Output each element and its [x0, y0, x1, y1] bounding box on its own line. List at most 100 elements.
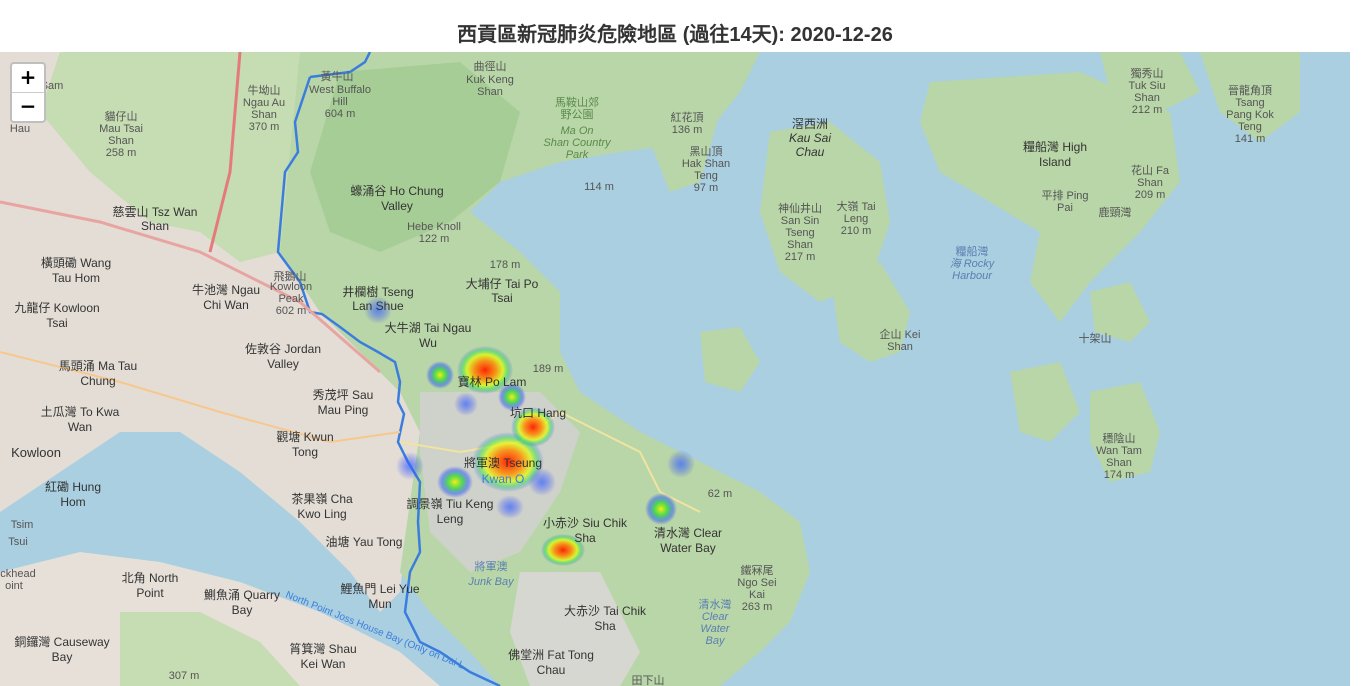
label: 紅磡 Hung [45, 480, 101, 494]
label: 174 m [1104, 469, 1135, 481]
label: Hebe Knoll [407, 221, 461, 233]
label: West Buffalo [309, 84, 371, 96]
label: Mau Tsai [99, 123, 143, 135]
label: Chung [80, 374, 115, 388]
label: Chi Wan [203, 298, 249, 312]
label: 307 m [169, 670, 200, 682]
label: 小赤沙 Siu Chik [543, 516, 628, 530]
label: Water [700, 623, 730, 635]
label: Shan [1134, 92, 1160, 104]
label: Tsim [11, 519, 34, 531]
label: 飛鵝山 [274, 269, 307, 283]
label: 海 Rocky [950, 257, 996, 270]
label: 筲箕灣 Shau [289, 641, 356, 656]
label: Hak Shan [682, 158, 730, 170]
label: ckhead [0, 568, 35, 580]
label: 122 m [419, 233, 450, 245]
label: 大埔仔 Tai Po [466, 277, 539, 291]
label: 258 m [106, 147, 137, 159]
label: 將軍澳 [475, 559, 508, 573]
label: 糧船灣 [956, 244, 989, 258]
label: Kei Wan [301, 657, 346, 671]
label: 217 m [785, 251, 816, 263]
label: Shan [887, 341, 913, 353]
label: Hill [332, 96, 347, 108]
label: San Sin [781, 215, 820, 227]
label: 黑山頂 [690, 145, 723, 158]
label: oint [5, 580, 23, 592]
label: 神仙井山 [778, 201, 822, 215]
label: Hom [60, 495, 85, 509]
label: Junk Bay [467, 576, 515, 588]
label: Kwo Ling [297, 507, 346, 521]
label: 209 m [1135, 189, 1166, 201]
label: 263 m [742, 601, 773, 613]
label: Island [1039, 155, 1071, 169]
label: 604 m [325, 108, 356, 120]
label: Pai [1057, 202, 1073, 214]
label: 馬頭涌 Ma Tau [59, 359, 137, 373]
kei-shan [830, 262, 910, 362]
label: Lan Shue [352, 299, 404, 313]
label: Mun [368, 597, 391, 611]
zoom-out-button[interactable]: − [12, 92, 44, 121]
label: 九龍仔 Kowloon [14, 300, 99, 315]
map-canvas[interactable]: 黃牛山 West Buffalo Hill 604 m 曲徑山 Kuk Keng… [0, 52, 1350, 686]
label: 大赤沙 Tai Chik [564, 604, 647, 618]
label: Bay [232, 603, 253, 617]
label: 黃牛山 [321, 69, 354, 83]
label: Clear [702, 611, 730, 623]
label: 花山 Fa [1131, 164, 1170, 177]
label: Harbour [952, 270, 993, 282]
hk-island [0, 552, 440, 686]
label: Tsai [46, 316, 67, 330]
label: Sha [574, 531, 596, 545]
zoom-control: + − [10, 62, 46, 123]
label: 鐵冧尾 [741, 563, 774, 577]
label: Pang Kok [1226, 109, 1274, 121]
label: 銅鑼灣 Causeway [14, 634, 109, 649]
zoom-in-button[interactable]: + [12, 64, 44, 92]
label: 穩陰山 [1103, 431, 1136, 445]
page-title: 西貢區新冠肺炎危險地區 (過往14天): 2020-12-26 [457, 24, 893, 46]
map-container[interactable]: 黃牛山 West Buffalo Hill 604 m 曲徑山 Kuk Keng… [0, 52, 1350, 686]
plus-icon: + [19, 65, 37, 89]
label: Wu [419, 336, 437, 350]
label: Kwan O [482, 472, 525, 486]
label: Kowloon [270, 281, 312, 293]
label: Mau Ping [318, 403, 369, 417]
label: 寶林 Po Lam [458, 374, 527, 389]
label: 企山 Kei [880, 327, 921, 341]
label: 橫頭磡 Wang [41, 256, 111, 270]
label: Valley [381, 199, 413, 213]
label: 平排 Ping [1041, 188, 1088, 202]
high-island [920, 72, 1180, 322]
kowloon-land [0, 52, 420, 612]
label: Tuk Siu [1129, 80, 1166, 92]
label: 鹿頸灣 [1099, 205, 1132, 219]
label: 曲徑山 [474, 60, 507, 73]
label: Shan [477, 86, 503, 98]
label: 牛池灣 Ngau [192, 282, 260, 297]
label: 貓仔山 [105, 110, 138, 123]
label: Sha [594, 619, 616, 633]
label: Park [566, 149, 589, 161]
kau-sai-chau [760, 122, 890, 302]
label: 136 m [672, 124, 703, 136]
label: Teng [694, 170, 718, 182]
label: 土瓜灣 To Kwa [41, 405, 120, 419]
label: 茶果嶺 Cha [291, 491, 353, 506]
label: Ma On [560, 125, 593, 137]
label: Tseng [785, 227, 814, 239]
label: 212 m [1132, 104, 1163, 116]
label: Tau Hom [52, 271, 100, 285]
label: 觀塘 Kwun [276, 429, 333, 444]
label: Chau [796, 145, 825, 159]
label: 210 m [841, 225, 872, 237]
label: 佐敦谷 Jordan [245, 341, 321, 356]
district-border [276, 52, 501, 686]
label: Ngau Au [243, 97, 285, 109]
label: 大嶺 Tai [836, 199, 875, 213]
label: Chau [537, 663, 566, 677]
label: 牛坳山 [248, 83, 281, 97]
